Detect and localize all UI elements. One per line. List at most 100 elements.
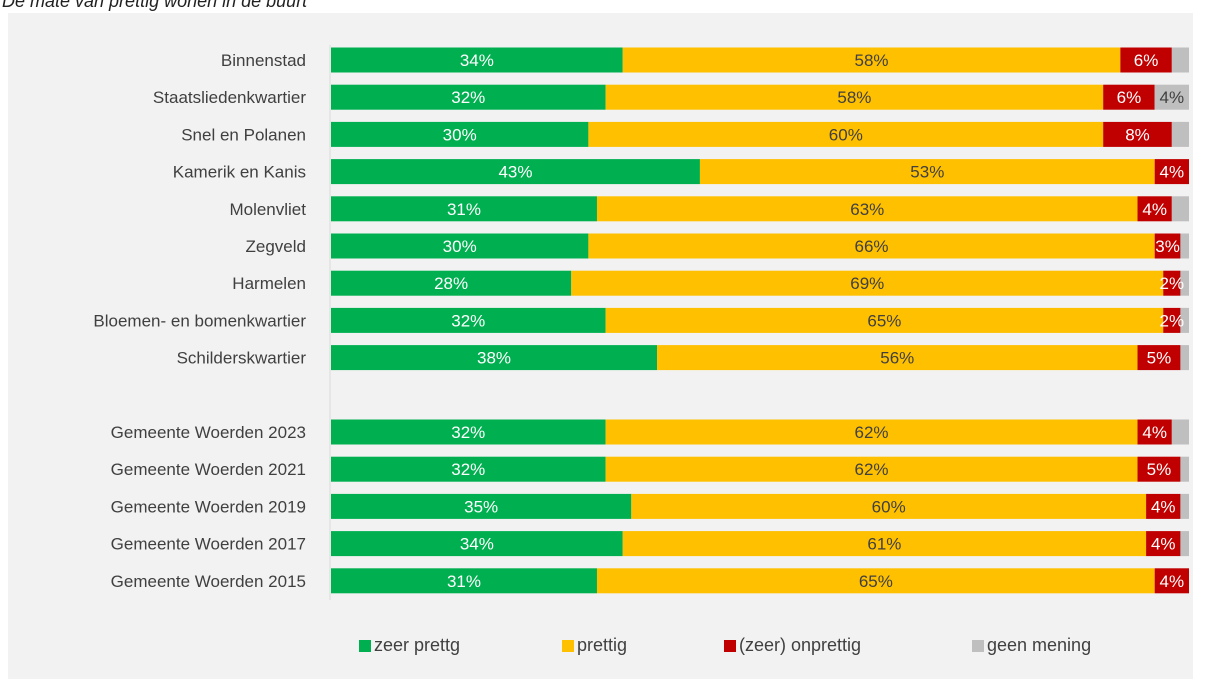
data-label: 65% bbox=[859, 572, 893, 591]
category-label: Harmelen bbox=[232, 274, 306, 293]
category-label: Schilderskwartier bbox=[177, 349, 307, 368]
data-label: 60% bbox=[829, 125, 863, 144]
bar-segment bbox=[657, 345, 1138, 371]
legend-item: prettig bbox=[562, 635, 627, 655]
data-label: 5% bbox=[1147, 460, 1172, 479]
data-label: 2% bbox=[1160, 311, 1185, 330]
legend-item: zeer prettg bbox=[359, 635, 460, 655]
bar-segment bbox=[331, 531, 623, 557]
legend-swatch bbox=[972, 640, 984, 652]
data-label: 4% bbox=[1160, 163, 1185, 182]
data-label: 61% bbox=[867, 535, 901, 554]
data-label: 4% bbox=[1151, 535, 1176, 554]
data-label: 30% bbox=[443, 237, 477, 256]
data-label: 4% bbox=[1151, 497, 1176, 516]
data-label: 56% bbox=[880, 349, 914, 368]
bar-segment bbox=[1137, 419, 1172, 445]
legend-label: prettig bbox=[577, 635, 627, 655]
bar-segment bbox=[1146, 493, 1181, 519]
bar-segment bbox=[331, 84, 606, 110]
category-label: Staatsliedenkwartier bbox=[153, 88, 306, 107]
bar-segment bbox=[1171, 121, 1189, 147]
bar-segment bbox=[331, 233, 589, 259]
legend-swatch bbox=[724, 640, 736, 652]
data-label: 8% bbox=[1125, 125, 1150, 144]
data-label: 62% bbox=[855, 460, 889, 479]
data-label: 43% bbox=[498, 163, 532, 182]
bar-segment bbox=[571, 270, 1164, 296]
category-label: Bloemen- en bomenkwartier bbox=[93, 311, 306, 330]
bar-segment bbox=[1103, 121, 1172, 147]
bar-segment bbox=[605, 419, 1138, 445]
data-label: 60% bbox=[872, 497, 906, 516]
bar-segment bbox=[588, 121, 1104, 147]
chart-title: De mate van prettig wonen in de buurt bbox=[2, 0, 308, 11]
bar-segment bbox=[1137, 196, 1172, 222]
bar-segment bbox=[605, 456, 1138, 482]
category-label: Gemeente Woerden 2017 bbox=[111, 535, 306, 554]
data-label: 58% bbox=[855, 51, 889, 70]
bar-segment bbox=[331, 345, 658, 371]
category-label: Kamerik en Kanis bbox=[173, 163, 306, 182]
data-label: 58% bbox=[837, 88, 871, 107]
bar-segment bbox=[1180, 307, 1189, 333]
data-label: 4% bbox=[1160, 88, 1185, 107]
data-label: 69% bbox=[850, 274, 884, 293]
data-label: 34% bbox=[460, 51, 494, 70]
data-label: 32% bbox=[451, 423, 485, 442]
bar-segment bbox=[1146, 531, 1181, 557]
bar-segment bbox=[331, 121, 589, 147]
bar-segment bbox=[596, 196, 1138, 222]
category-label: Snel en Polanen bbox=[181, 125, 306, 144]
bar-segment bbox=[622, 531, 1147, 557]
bar-segment bbox=[1163, 270, 1181, 296]
bar-segment bbox=[1180, 345, 1189, 371]
bar-segment bbox=[1154, 159, 1189, 185]
category-label: Molenvliet bbox=[229, 200, 306, 219]
data-label: 30% bbox=[443, 125, 477, 144]
data-label: 4% bbox=[1142, 423, 1167, 442]
bar-segment bbox=[1171, 47, 1189, 73]
bar-segment bbox=[1180, 456, 1189, 482]
category-label: Binnenstad bbox=[221, 51, 306, 70]
bar-segment bbox=[331, 419, 606, 445]
category-label: Gemeente Woerden 2015 bbox=[111, 572, 306, 591]
data-label: 6% bbox=[1134, 51, 1159, 70]
bar-segment bbox=[331, 307, 606, 333]
data-label: 31% bbox=[447, 572, 481, 591]
legend-item: geen mening bbox=[972, 635, 1091, 655]
data-label: 5% bbox=[1147, 349, 1172, 368]
bar-segment bbox=[699, 159, 1155, 185]
bar-segment bbox=[622, 47, 1121, 73]
bar-segment bbox=[1137, 345, 1181, 371]
data-label: 28% bbox=[434, 274, 468, 293]
data-label: 31% bbox=[447, 200, 481, 219]
legend-swatch bbox=[562, 640, 574, 652]
data-label: 2% bbox=[1160, 274, 1185, 293]
bar-segment bbox=[605, 84, 1104, 110]
bar-segment bbox=[605, 307, 1164, 333]
data-label: 32% bbox=[451, 88, 485, 107]
bar-segment bbox=[331, 270, 572, 296]
bar-segment bbox=[1103, 84, 1155, 110]
data-label: 53% bbox=[910, 163, 944, 182]
category-label: Zegveld bbox=[246, 237, 306, 256]
bar-segment bbox=[1180, 270, 1189, 296]
data-label: 3% bbox=[1155, 237, 1180, 256]
data-label: 66% bbox=[855, 237, 889, 256]
data-label: 4% bbox=[1160, 572, 1185, 591]
category-label: Gemeente Woerden 2021 bbox=[111, 460, 306, 479]
legend-label: zeer prettg bbox=[374, 635, 460, 655]
bar-segment bbox=[331, 568, 597, 594]
bar-segment bbox=[1154, 568, 1189, 594]
bar-segment bbox=[1120, 47, 1172, 73]
bar-segment bbox=[331, 159, 700, 185]
bar-segment bbox=[331, 196, 597, 222]
category-label: Gemeente Woerden 2023 bbox=[111, 423, 306, 442]
data-label: 62% bbox=[855, 423, 889, 442]
bar-segment bbox=[596, 568, 1155, 594]
bar-segment bbox=[1171, 419, 1189, 445]
bar-segment bbox=[631, 493, 1147, 519]
legend-swatch bbox=[359, 640, 371, 652]
